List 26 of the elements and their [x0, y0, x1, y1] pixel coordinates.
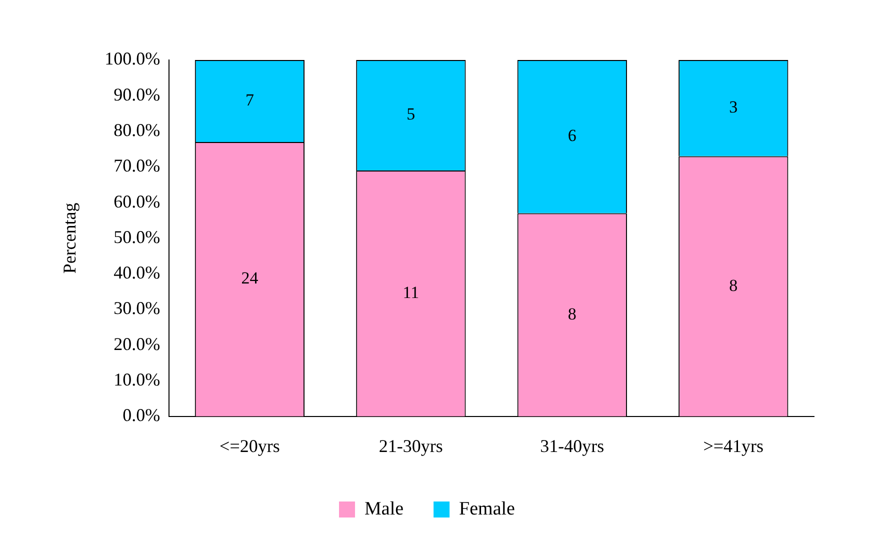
legend-label: Female: [459, 498, 515, 520]
y-tick-label: 80.0%: [114, 120, 160, 140]
x-tick-label: <=20yrs: [220, 436, 280, 456]
annotation: 24: [241, 268, 259, 288]
y-tick-label: 60.0%: [114, 191, 160, 212]
y-tick-label: 50.0%: [114, 226, 160, 247]
annotation: 5: [406, 104, 416, 124]
annotation: 7: [245, 90, 254, 110]
annotation: 3: [729, 98, 738, 117]
y-tick-label: 90.0%: [114, 84, 160, 104]
y-tick-label: 20.0%: [114, 334, 160, 354]
x-tick-label: 31-40yrs: [540, 436, 604, 456]
y-tick-label: 40.0%: [114, 262, 160, 283]
x-tick-label: 21-30yrs: [378, 436, 443, 456]
y-tick-label: 30.0%: [114, 298, 160, 318]
annotation: 8: [568, 304, 576, 324]
y-tick-label: 100.0%: [104, 48, 160, 69]
y-tick-label: 0.0%: [122, 405, 160, 426]
annotation: 11: [402, 282, 420, 302]
x-tick-label: >=41yrs: [703, 436, 764, 456]
annotation: 6: [568, 126, 576, 146]
y-axis-title: Percentag: [60, 202, 80, 274]
y-tick-label: 70.0%: [114, 156, 160, 176]
legend-label: Male: [364, 498, 404, 520]
annotation: 8: [729, 276, 738, 295]
y-tick-label: 10.0%: [114, 369, 160, 390]
